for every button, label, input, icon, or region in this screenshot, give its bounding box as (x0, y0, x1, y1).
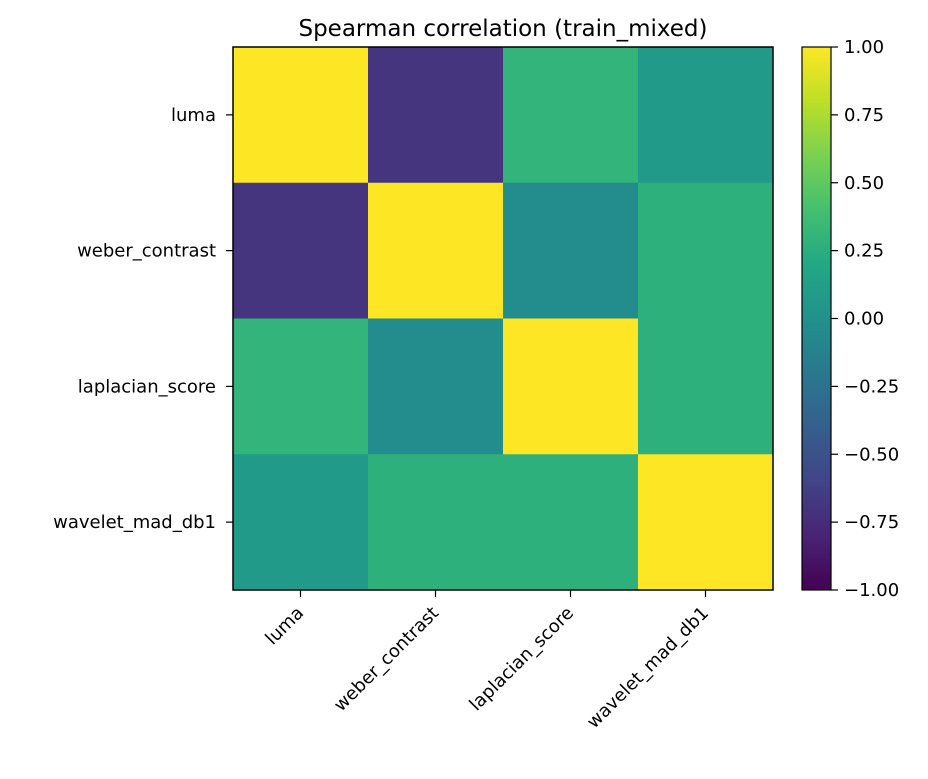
heatmap-cell (368, 47, 504, 184)
colorbar-tick-label: 0.50 (844, 173, 884, 194)
heatmap-cell (368, 454, 504, 591)
colorbar-tick-label: −0.75 (844, 512, 899, 533)
colorbar-tick-label: 1.00 (844, 37, 884, 58)
colorbar-tick-label: −0.25 (844, 376, 899, 397)
colorbar-axis: −1.00 −0.75 −0.50 −0.25 0.00 0.25 0.50 0.75 1.00 (831, 37, 899, 601)
plot-frame (232, 46, 774, 591)
y-tick-label: wavelet_mad_db1 (53, 512, 216, 533)
y-axis: luma weber_contrast laplacian_scorewavelet… (53, 105, 233, 533)
colorbar-tick-label: 0.75 (844, 105, 884, 126)
x-tick-label: laplacian_score (465, 603, 578, 716)
heatmap-cell (638, 182, 774, 319)
heatmap-cell (503, 182, 639, 319)
heatmap-cell (368, 318, 504, 455)
heatmap-cell (503, 454, 639, 591)
x-axis: luma weber_contrast laplacian_score wavelet… (261, 590, 713, 733)
heatmap-cell (503, 318, 639, 455)
x-tick-label: luma (261, 603, 308, 650)
heatmap-cell (638, 47, 774, 184)
x-tick-label: wavelet_mad_db1 (583, 603, 713, 733)
colorbar-tick-label: −0.50 (844, 444, 899, 465)
heatmap-cells (233, 47, 774, 591)
x-tick-label: weber_contrast (330, 603, 443, 716)
colorbar-tick-label: −1.00 (844, 580, 899, 601)
y-tick-label: weber_contrast (77, 241, 216, 262)
heatmap-cell (233, 318, 369, 455)
colorbar (801, 46, 832, 591)
heatmap-cell (368, 182, 504, 319)
y-tick-label: luma (171, 105, 216, 126)
colorbar-tick-label: 0.25 (844, 241, 884, 262)
heatmap-cell (233, 182, 369, 319)
colorbar-tick-label: 0.00 (844, 309, 884, 330)
heatmap-cell (233, 454, 369, 591)
heatmap-cell (233, 47, 369, 184)
y-tick-label: laplacian_score (78, 376, 216, 397)
heatmap-cell (503, 47, 639, 184)
heatmap-cell (638, 454, 774, 591)
heatmap-cell (638, 318, 774, 455)
chart-title: Spearman correlation (train_mixed) (298, 16, 707, 42)
